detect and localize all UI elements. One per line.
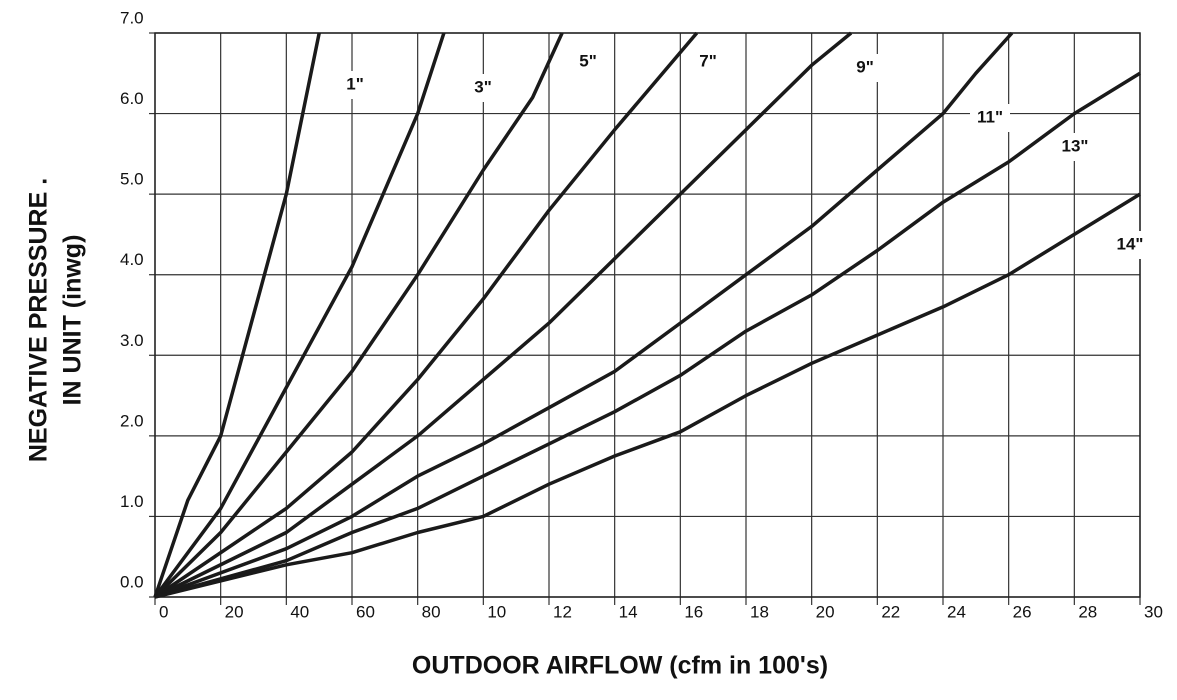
- curve-label-bg: [568, 48, 608, 76]
- curve-label: 7": [699, 51, 717, 70]
- y-tick-label: 3.0: [120, 331, 144, 350]
- curve-label-bg: [970, 104, 1010, 132]
- y-tick-label: 0.0: [120, 572, 144, 591]
- x-axis-title: OUTDOOR AIRFLOW (cfm in 100's): [412, 652, 828, 680]
- x-tick-label: 22: [881, 602, 900, 621]
- y-tick-label: 5.0: [120, 170, 144, 189]
- curve: [154, 31, 699, 599]
- y-axis-title-line: IN UNIT (inwg): [59, 235, 87, 406]
- x-tick-label: 20: [225, 602, 244, 621]
- curve: [153, 32, 446, 599]
- curve: [153, 32, 564, 599]
- curve-label: 1": [346, 74, 364, 93]
- y-tick-label: 4.0: [120, 250, 144, 269]
- x-tick-label: 26: [1013, 602, 1032, 621]
- curve-label-bg: [845, 54, 885, 82]
- plot-frame: [154, 32, 1141, 598]
- curve-label: 9": [856, 57, 874, 76]
- curve-label: 5": [579, 51, 597, 70]
- x-tick-label: 60: [356, 602, 375, 621]
- curve: [154, 192, 1141, 599]
- x-tick-label: 10: [487, 602, 506, 621]
- y-tick-label: 7.0: [120, 8, 144, 27]
- x-tick-label: 20: [816, 602, 835, 621]
- x-tick-label: 0: [159, 602, 168, 621]
- x-tick-label: 18: [750, 602, 769, 621]
- x-tick-label: 14: [619, 602, 638, 621]
- curve-label: 14": [1117, 234, 1144, 253]
- curve: [154, 31, 1014, 599]
- y-tick-label: 2.0: [120, 411, 144, 430]
- x-tick-label: 12: [553, 602, 572, 621]
- x-tick-label: 28: [1078, 602, 1097, 621]
- curve-label-bg: [335, 71, 375, 99]
- curve-label-bg: [1110, 231, 1150, 259]
- curve-label: 3": [474, 77, 492, 96]
- y-axis-title-line: NEGATIVE PRESSURE .: [25, 178, 53, 462]
- x-tick-label: 80: [422, 602, 441, 621]
- curve-label: 13": [1062, 136, 1089, 155]
- x-tick-label: 30: [1144, 602, 1163, 621]
- curve-label-bg: [688, 48, 728, 76]
- curve-label-bg: [463, 74, 503, 102]
- curve-label: 11": [977, 107, 1003, 126]
- curve: [153, 32, 321, 598]
- x-tick-label: 16: [684, 602, 703, 621]
- x-tick-label: 24: [947, 602, 966, 621]
- y-tick-label: 1.0: [120, 492, 144, 511]
- y-tick-label: 6.0: [120, 89, 144, 108]
- curve-label-bg: [1055, 133, 1095, 161]
- curve: [154, 71, 1141, 599]
- curve: [154, 31, 853, 599]
- x-tick-label: 40: [290, 602, 309, 621]
- y-axis-title: NEGATIVE PRESSURE . IN UNIT (inwg): [25, 178, 87, 462]
